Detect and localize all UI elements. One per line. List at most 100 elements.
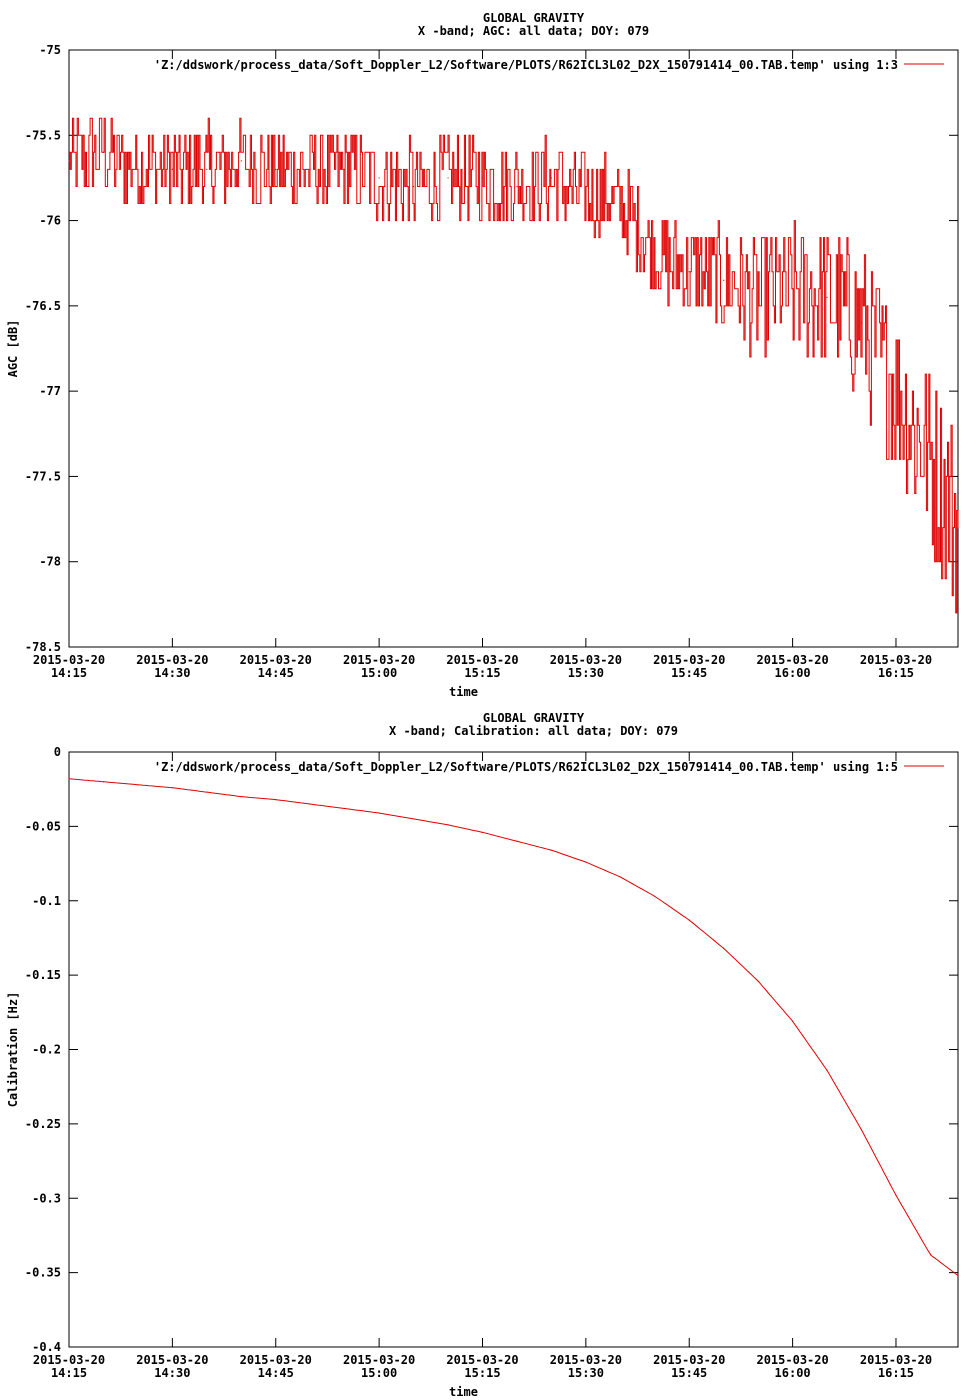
plot-frame (68, 751, 959, 1348)
x-axis-label: time (449, 1385, 478, 1399)
y-tick-label: -0.25 (25, 1117, 61, 1131)
data-point (481, 177, 484, 179)
data-point (654, 895, 656, 897)
data-point (792, 288, 794, 290)
data-point (585, 194, 587, 196)
data-point (826, 1069, 828, 1071)
y-tick-label: -0.15 (25, 968, 61, 982)
legend-label: 'Z:/ddswork/process_data/Soft_Doppler_L2… (154, 760, 898, 775)
data-point (516, 840, 518, 842)
data-point (723, 947, 725, 949)
data-point (171, 168, 173, 170)
data-point (344, 807, 346, 810)
y-tick-label: -78.5 (25, 640, 61, 654)
data-point (929, 1254, 932, 1256)
x-tick-date: 2015-03-20 (343, 653, 415, 667)
x-tick-date: 2015-03-20 (33, 1353, 105, 1367)
x-tick-time: 15:15 (464, 1366, 500, 1380)
data-point (309, 803, 311, 805)
data-point (481, 831, 484, 833)
y-tick-label: -0.2 (32, 1043, 61, 1057)
data-point (895, 1194, 897, 1196)
y-tick-label: -77.5 (25, 469, 61, 483)
data-point (860, 1129, 863, 1131)
data-point (102, 781, 105, 783)
series-line (68, 778, 959, 1277)
chart-title: GLOBAL GRAVITY (483, 711, 585, 725)
data-point (860, 322, 863, 324)
y-tick-label: -0.05 (25, 819, 61, 833)
data-point (206, 168, 208, 170)
x-tick-date: 2015-03-20 (446, 653, 518, 667)
x-tick-time: 14:15 (51, 666, 87, 680)
data-point (757, 296, 759, 298)
x-tick-date: 2015-03-20 (343, 1353, 415, 1367)
data-point (378, 812, 380, 814)
x-tick-time: 15:15 (464, 666, 500, 680)
x-tick-date: 2015-03-20 (446, 1353, 518, 1367)
x-tick-time: 16:00 (775, 666, 811, 680)
x-tick-date: 2015-03-20 (550, 653, 622, 667)
data-point (68, 160, 70, 162)
x-tick-date: 2015-03-20 (240, 1353, 312, 1367)
plot-frame (68, 49, 959, 648)
data-point (619, 876, 621, 878)
x-tick-time: 16:15 (878, 1366, 914, 1380)
x-tick-time: 14:30 (154, 666, 190, 680)
data-point (619, 202, 621, 205)
x-tick-time: 15:00 (361, 666, 397, 680)
chart-title: GLOBAL GRAVITY (483, 11, 585, 25)
x-tick-date: 2015-03-20 (653, 1353, 725, 1367)
y-tick-label: -78 (39, 555, 61, 569)
data-point (957, 527, 959, 529)
y-tick-label: -75.5 (25, 128, 61, 142)
data-point (240, 796, 242, 798)
data-point (309, 168, 311, 170)
data-point (137, 784, 139, 786)
y-axis-label: AGC [dB] (6, 320, 20, 378)
legend-label: 'Z:/ddswork/process_data/Soft_Doppler_L2… (154, 58, 898, 73)
x-tick-date: 2015-03-20 (550, 1353, 622, 1367)
data-point (654, 254, 656, 256)
x-tick-date: 2015-03-20 (136, 1353, 208, 1367)
data-point (550, 177, 553, 179)
data-point (792, 1020, 794, 1022)
x-tick-time: 15:45 (671, 666, 707, 680)
data-point (344, 168, 346, 170)
x-tick-time: 14:15 (51, 1366, 87, 1380)
data-point (412, 818, 415, 820)
data-point (412, 185, 415, 188)
data-point (275, 168, 277, 170)
x-tick-time: 14:45 (258, 666, 294, 680)
y-tick-label: -76.5 (25, 299, 61, 313)
y-tick-label: -0.3 (32, 1191, 61, 1205)
y-tick-label: -0.4 (32, 1340, 61, 1354)
data-point (68, 778, 70, 780)
x-tick-time: 14:30 (154, 1366, 190, 1380)
x-tick-time: 16:15 (878, 666, 914, 680)
x-tick-date: 2015-03-20 (240, 653, 312, 667)
data-point (585, 861, 587, 863)
data-point (723, 279, 725, 281)
data-point (102, 151, 105, 153)
chart-subtitle: X -band; Calibration: all data; DOY: 079 (389, 724, 678, 738)
x-tick-time: 15:45 (671, 1366, 707, 1380)
data-point (688, 919, 690, 921)
data-point (895, 390, 897, 392)
x-tick-date: 2015-03-20 (756, 1353, 828, 1367)
data-point (826, 296, 828, 298)
x-tick-date: 2015-03-20 (33, 653, 105, 667)
data-point (137, 168, 139, 170)
y-axis-label: Calibration [Hz] (6, 992, 20, 1108)
data-point (550, 849, 553, 851)
y-tick-label: -0.1 (32, 894, 61, 908)
data-point (275, 799, 277, 801)
data-point (957, 1275, 959, 1277)
chart-subtitle: X -band; AGC: all data; DOY: 079 (418, 24, 649, 38)
data-point (516, 185, 518, 188)
data-point (447, 824, 449, 826)
series-line (69, 117, 959, 614)
